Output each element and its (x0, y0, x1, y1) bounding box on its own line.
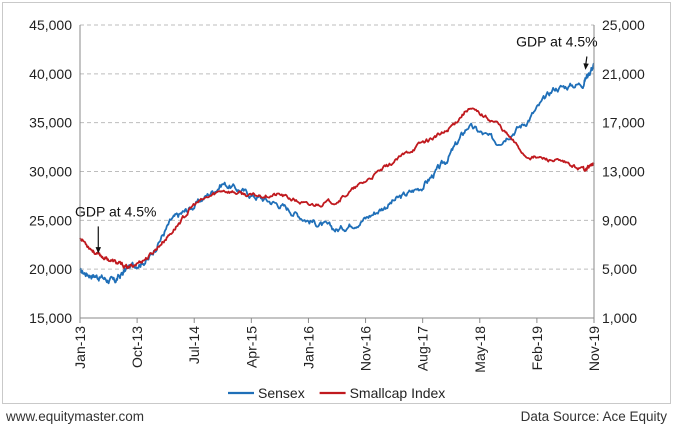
annotation-arrowhead (95, 247, 102, 254)
legend: Sensex Smallcap Index (228, 385, 445, 401)
y-axis-right-ticks: 1,000 5,000 9,000 13,000 17,000 21,000 25,000 (602, 17, 645, 326)
y-left-tick-label: 35,000 (29, 115, 72, 131)
y-right-tick-label: 21,000 (602, 66, 645, 82)
x-tick-label: May-18 (472, 326, 488, 373)
line-chart: 15,000 20,000 25,000 30,000 35,000 40,000 45,0… (29, 17, 645, 401)
y-left-tick-label: 40,000 (29, 66, 72, 82)
y-right-tick-label: 25,000 (602, 17, 645, 33)
y-axis-left-ticks: 15,000 20,000 25,000 30,000 35,000 40,000 45,0… (29, 17, 72, 326)
x-tick-label: Nov-19 (586, 326, 602, 371)
y-left-tick-label: 30,000 (29, 164, 72, 180)
x-tick-label: Apr-15 (243, 326, 259, 368)
x-tick-label: Nov-16 (358, 326, 374, 371)
y-right-tick-label: 1,000 (602, 310, 637, 326)
x-tick-label: Aug-17 (415, 326, 431, 371)
x-tick-label: Jan-16 (300, 326, 316, 369)
x-tick-label: Feb-19 (529, 326, 545, 371)
annotation-label: GDP at 4.5% (516, 33, 597, 49)
data-source: Data Source: Ace Equity (520, 409, 667, 424)
series-line-smallcap-index (79, 107, 595, 270)
annotations: GDP at 4.5% GDP at 4.5% (75, 33, 598, 254)
annotation-label: GDP at 4.5% (75, 203, 156, 219)
y-right-tick-label: 13,000 (602, 164, 645, 180)
x-tick-label: Jan-13 (72, 326, 88, 369)
y-right-tick-label: 9,000 (602, 212, 637, 228)
annotation-arrowhead (583, 63, 589, 70)
website-credit: www.equitymaster.com (6, 409, 145, 424)
x-axis-ticks: Jan-13 Oct-13 Jul-14 Apr-15 Jan-16 Nov-16 Aug-… (72, 318, 602, 373)
y-left-tick-label: 20,000 (29, 261, 72, 277)
legend-label: Sensex (258, 385, 305, 401)
y-left-tick-label: 25,000 (29, 212, 72, 228)
chart-frame (2, 2, 671, 404)
x-tick-label: Oct-13 (129, 326, 145, 368)
x-tick-label: Jul-14 (186, 326, 202, 364)
axes (79, 25, 595, 319)
series-line-sensex (79, 62, 595, 285)
y-left-tick-label: 45,000 (29, 17, 72, 33)
gridlines (80, 24, 594, 270)
y-right-tick-label: 5,000 (602, 261, 637, 277)
series-layer (79, 62, 595, 285)
y-left-tick-label: 15,000 (29, 310, 72, 326)
y-right-tick-label: 17,000 (602, 115, 645, 131)
legend-label: Smallcap Index (350, 385, 446, 401)
